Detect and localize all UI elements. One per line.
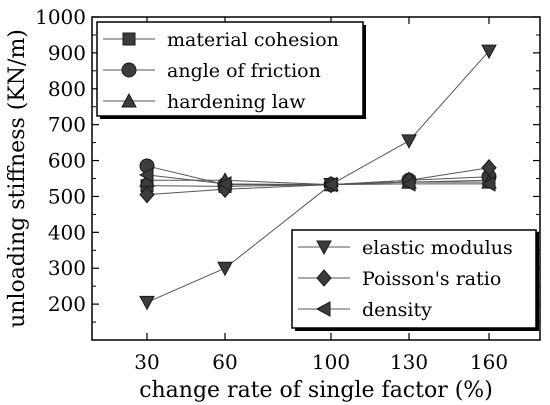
y-tick-label: 900 xyxy=(48,41,86,65)
data-point xyxy=(217,261,233,277)
legend-marker xyxy=(316,240,332,256)
data-point xyxy=(216,176,232,192)
data-point xyxy=(481,158,497,177)
x-tick-label: 130 xyxy=(390,350,428,374)
y-tick-label: 400 xyxy=(48,220,86,244)
data-point xyxy=(322,176,338,193)
legend-marker xyxy=(122,32,136,46)
legend-box xyxy=(291,229,537,329)
series-line xyxy=(146,174,489,186)
data-point xyxy=(400,176,416,192)
data-point xyxy=(480,176,496,192)
x-tick-label: 60 xyxy=(212,350,237,374)
legend-marker xyxy=(121,62,137,78)
y-axis-title: unloading stiffness (KN/m) xyxy=(5,29,30,328)
y-tick-label: 300 xyxy=(48,256,86,280)
data-point xyxy=(139,185,155,204)
legend-label: elastic modulus xyxy=(362,237,513,259)
data-point xyxy=(139,295,155,311)
y-tick-label: 1000 xyxy=(35,5,86,29)
y-tick-label: 500 xyxy=(48,184,86,208)
legend-marker xyxy=(315,301,331,317)
y-tick-label: 800 xyxy=(48,77,86,101)
legend-label: hardening law xyxy=(167,91,306,113)
legend-box xyxy=(96,21,364,117)
x-tick-label: 30 xyxy=(134,350,159,374)
legend-label: angle of friction xyxy=(167,60,321,82)
data-point xyxy=(481,44,497,60)
legend-label: material cohesion xyxy=(167,29,339,51)
y-tick-label: 200 xyxy=(48,292,86,316)
legend-marker xyxy=(316,269,332,287)
y-tick-label: 600 xyxy=(48,149,86,173)
y-tick-label: 700 xyxy=(48,113,86,137)
legend-label: Poisson's ratio xyxy=(362,268,501,290)
x-tick-label: 100 xyxy=(312,350,350,374)
x-axis-title: change rate of single factor (%) xyxy=(139,378,493,403)
data-point xyxy=(401,134,417,149)
legend-marker xyxy=(121,92,137,108)
x-tick-label: 160 xyxy=(470,350,508,374)
legend-label: density xyxy=(362,299,432,321)
data-point xyxy=(138,167,154,183)
